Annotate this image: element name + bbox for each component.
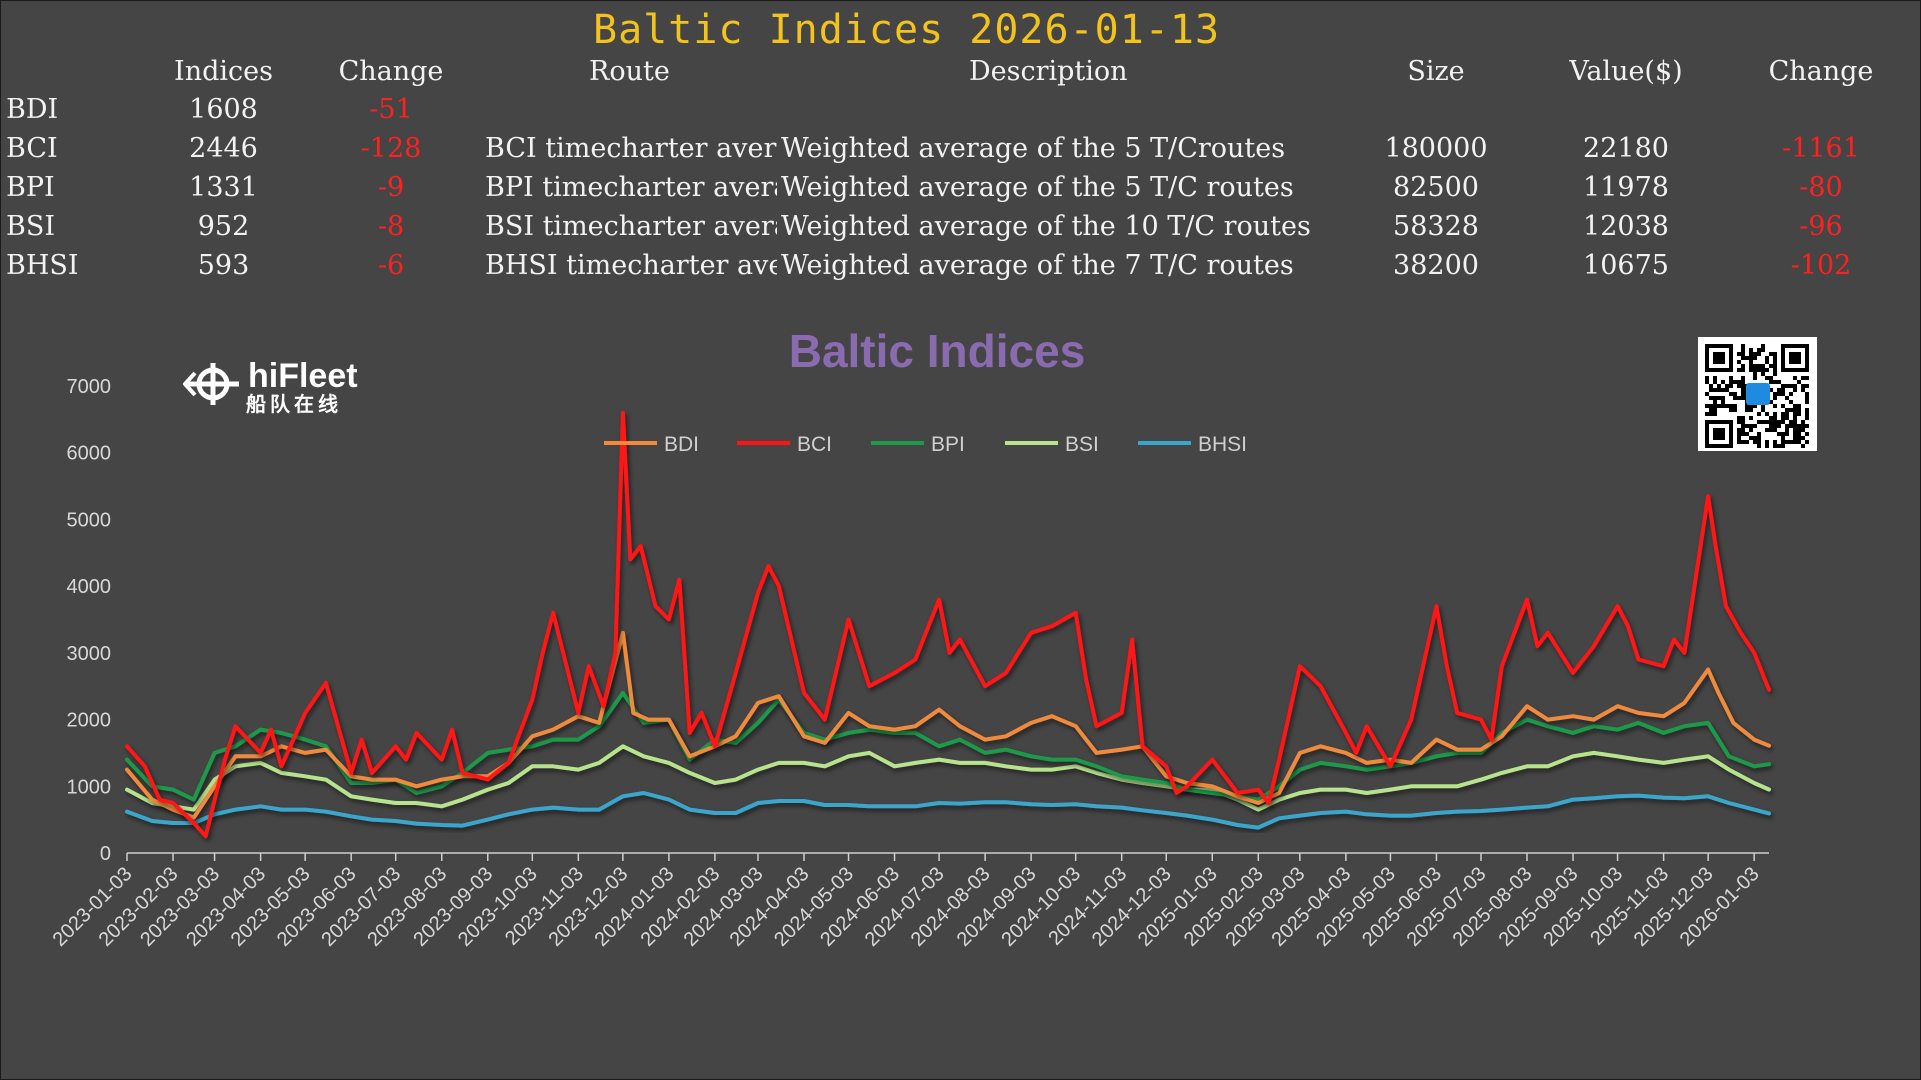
- ship-wheel-icon: [182, 363, 239, 405]
- row-value: 11978: [1583, 172, 1669, 203]
- row-index-name: BHSI: [6, 250, 79, 281]
- x-axis: 2023-01-032023-02-032023-03-032023-04-03…: [49, 852, 1769, 951]
- table-row: BCI 2446 -128 BCI timecharter average We…: [1, 130, 1920, 169]
- y-tick-label: 6000: [67, 443, 112, 465]
- row-index-name: BSI: [6, 211, 56, 242]
- column-header-value-change: Change: [1768, 56, 1874, 87]
- row-description: Weighted average of the 5 T/C routes: [781, 172, 1294, 203]
- table-row: BPI 1331 -9 BPI timecharter average Weig…: [1, 169, 1920, 208]
- table-row: BHSI 593 -6 BHSI timecharter average Wei…: [1, 247, 1920, 286]
- y-tick-label: 0: [100, 843, 111, 865]
- table-header-row: Indices Change Route Description Size Va…: [1, 53, 1920, 91]
- column-header-change: Change: [338, 56, 444, 87]
- row-description: Weighted average of the 5 T/Croutes: [781, 133, 1286, 164]
- row-description: Weighted average of the 7 T/C routes: [781, 250, 1294, 281]
- y-tick-label: 7000: [67, 376, 112, 398]
- column-header-description: Description: [969, 56, 1128, 87]
- legend-label: BCI: [797, 433, 832, 456]
- row-value: 10675: [1583, 250, 1669, 281]
- column-header-route: Route: [589, 56, 670, 87]
- qr-code-pattern: [1705, 344, 1809, 448]
- row-index-value: 2446: [189, 133, 258, 164]
- row-value-change: -102: [1790, 250, 1852, 281]
- row-index-change: -9: [377, 172, 405, 203]
- chart-title: Baltic Indices: [789, 325, 1086, 377]
- y-tick-label: 3000: [67, 643, 112, 665]
- row-index-change: -128: [360, 133, 422, 164]
- row-value: 22180: [1583, 133, 1669, 164]
- legend-item-bhsi[interactable]: BHSI: [1138, 433, 1247, 456]
- row-size: 38200: [1393, 250, 1479, 281]
- row-size: 82500: [1393, 172, 1479, 203]
- series-line-bsi: [125, 744, 1771, 812]
- row-index-change: -8: [377, 211, 405, 242]
- y-tick-label: 2000: [67, 710, 112, 732]
- indices-table: Indices Change Route Description Size Va…: [1, 53, 1920, 286]
- row-value: 12038: [1583, 211, 1669, 242]
- table-row: BDI 1608 -51: [1, 91, 1920, 130]
- row-route: BPI timecharter average: [485, 172, 777, 203]
- row-index-change: -51: [369, 94, 413, 125]
- row-index-name: BCI: [6, 133, 58, 164]
- legend-item-bsi[interactable]: BSI: [1005, 433, 1099, 456]
- row-value-change: -80: [1799, 172, 1843, 203]
- row-index-name: BDI: [6, 94, 59, 125]
- series-line-bci: [125, 410, 1771, 839]
- page-title: Baltic Indices 2026-01-13: [593, 7, 1221, 53]
- legend-label: BHSI: [1198, 433, 1247, 456]
- qr-code-icon: [1698, 337, 1817, 451]
- legend-item-bci[interactable]: BCI: [737, 433, 832, 456]
- row-size: 180000: [1384, 133, 1488, 164]
- row-index-change: -6: [377, 250, 405, 281]
- row-route: BCI timecharter average: [485, 133, 777, 164]
- y-axis: 0 1000 2000 3000 4000 5000 6000 7000: [67, 376, 112, 865]
- legend-item-bdi[interactable]: BDI: [604, 433, 699, 456]
- row-index-value: 1331: [189, 172, 258, 203]
- row-value-change: -96: [1799, 211, 1843, 242]
- legend-label: BPI: [931, 433, 965, 456]
- row-description: Weighted average of the 10 T/C routes: [781, 211, 1311, 242]
- y-tick-label: 1000: [67, 776, 112, 798]
- y-tick-label: 4000: [67, 576, 112, 598]
- row-route: BSI timecharter average: [485, 211, 777, 242]
- column-header-size: Size: [1407, 56, 1465, 87]
- series-line-bhsi: [125, 791, 1771, 830]
- chart-legend: BDI BCI BPI BSI BHSI: [604, 433, 1247, 456]
- table-row: BSI 952 -8 BSI timecharter average Weigh…: [1, 208, 1920, 247]
- row-route: BHSI timecharter average: [485, 250, 777, 281]
- series-layer: [125, 410, 1771, 839]
- legend-label: BSI: [1065, 433, 1099, 456]
- row-size: 58328: [1393, 211, 1479, 242]
- logo-brand: hiFleet: [248, 357, 358, 395]
- row-value-change: -1161: [1782, 133, 1860, 164]
- legend-item-bpi[interactable]: BPI: [871, 433, 965, 456]
- column-header-value: Value($): [1569, 56, 1683, 87]
- legend-label: BDI: [664, 433, 699, 456]
- y-tick-label: 5000: [67, 509, 112, 531]
- row-index-name: BPI: [6, 172, 55, 203]
- row-index-value: 1608: [189, 94, 258, 125]
- row-index-value: 952: [197, 211, 250, 242]
- logo-subtitle: 船队在线: [246, 392, 342, 416]
- row-index-value: 593: [197, 250, 250, 281]
- column-header-indices: Indices: [174, 56, 273, 87]
- hifleet-logo-icon: hiFleet 船队在线: [182, 357, 363, 416]
- series-line-bdi: [125, 630, 1771, 820]
